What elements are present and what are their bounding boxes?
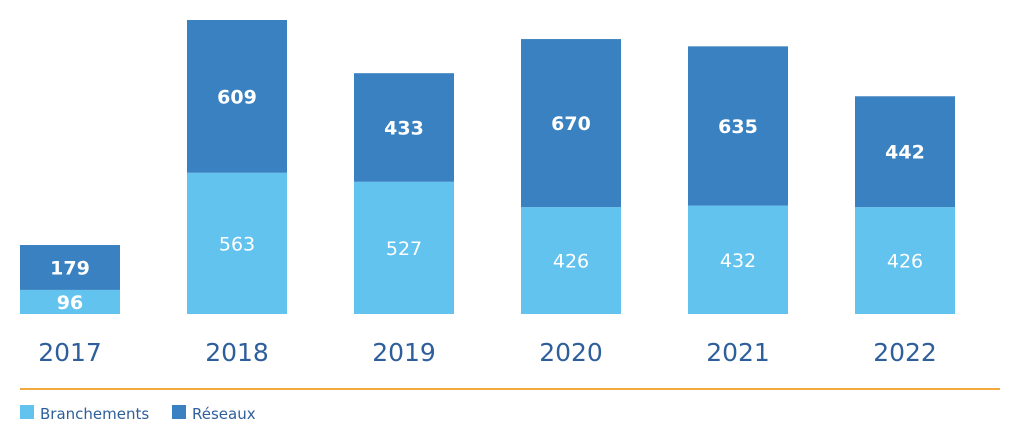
bar-reseaux-2018 (187, 20, 287, 173)
bar-reseaux-2017 (20, 245, 120, 290)
legend-swatch-branchements (20, 405, 34, 419)
value-label-branchements-2022: 426 (887, 251, 923, 273)
value-label-branchements-2021: 432 (720, 250, 756, 272)
value-label-reseaux-2018: 609 (217, 86, 257, 108)
value-label-reseaux-2020: 670 (551, 113, 591, 135)
x-tick-label-2018: 2018 (205, 338, 269, 367)
value-label-reseaux-2021: 635 (718, 116, 758, 138)
bar-branchements-2018 (187, 172, 287, 314)
x-tick-label-2022: 2022 (873, 338, 937, 367)
value-label-reseaux-2017: 179 (50, 257, 90, 279)
bar-reseaux-2019 (354, 73, 454, 182)
legend-swatch-reseaux (172, 405, 186, 419)
value-label-branchements-2017: 96 (57, 292, 83, 314)
bars-group (20, 20, 955, 314)
value-label-reseaux-2019: 433 (384, 117, 424, 139)
value-label-branchements-2020: 426 (553, 251, 589, 273)
x-axis-tick-labels: 2017 2018 2019 2020 2021 2022 (38, 338, 937, 367)
bar-branchements-2021 (688, 205, 788, 314)
bar-branchements-2019 (354, 181, 454, 314)
bar-reseaux-2022 (855, 96, 955, 208)
x-tick-label-2021: 2021 (706, 338, 770, 367)
bar-branchements-2020 (521, 207, 621, 314)
legend: Branchements Réseaux (20, 405, 256, 423)
bar-reseaux-2020 (521, 39, 621, 208)
x-tick-label-2019: 2019 (372, 338, 436, 367)
bar-branchements-2017 (20, 289, 120, 314)
bar-reseaux-2021 (688, 46, 788, 206)
x-tick-label-2020: 2020 (539, 338, 603, 367)
bar-branchements-2022 (855, 207, 955, 314)
x-tick-label-2017: 2017 (38, 338, 102, 367)
value-label-reseaux-2022: 442 (885, 142, 925, 164)
value-label-branchements-2019: 527 (386, 238, 422, 260)
value-label-branchements-2018: 563 (219, 233, 255, 255)
legend-label-reseaux: Réseaux (192, 405, 256, 423)
value-labels-group: 96 179 563 609 527 433 426 670 432 635 426 442 (50, 86, 925, 314)
legend-label-branchements: Branchements (40, 405, 149, 423)
